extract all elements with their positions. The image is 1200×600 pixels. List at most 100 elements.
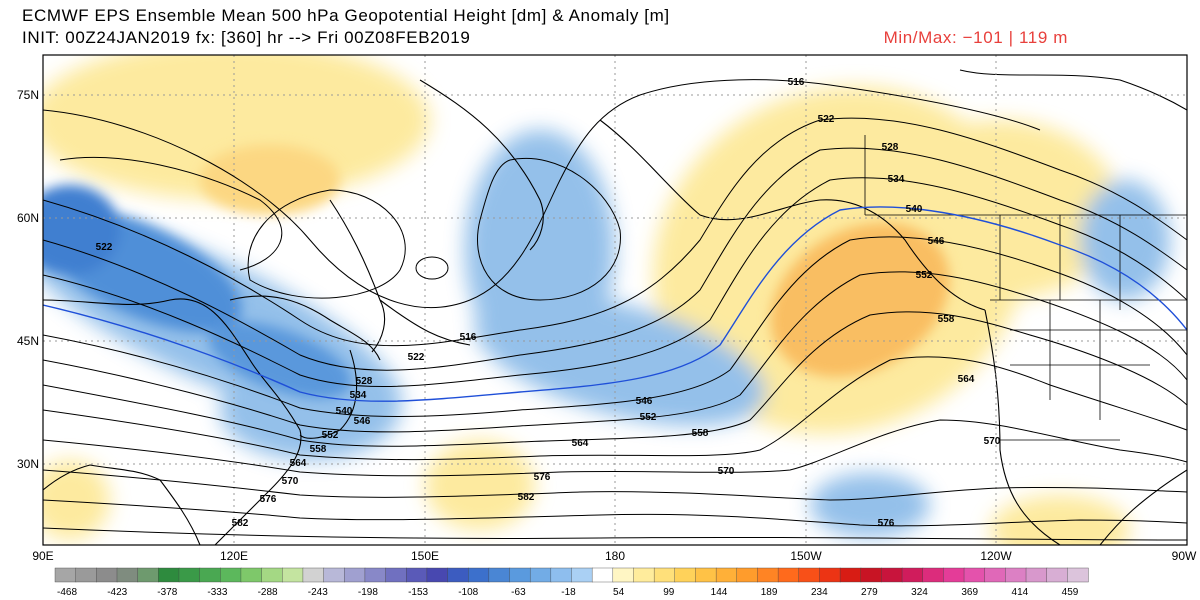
contour-label: 564 (958, 374, 975, 385)
lat-label: 30N (17, 457, 39, 471)
colorbar-tick-label: 234 (811, 587, 828, 598)
colorbar-swatch (96, 567, 118, 583)
contour-label: 576 (260, 494, 277, 505)
colorbar-swatch (178, 567, 201, 583)
colorbar-swatch (364, 567, 387, 583)
lon-label: 120E (220, 549, 248, 563)
positive-anomaly-core (770, 222, 950, 378)
colorbar-swatch (137, 567, 159, 583)
colorbar-swatch (860, 567, 882, 583)
colorbar-swatch (220, 567, 242, 583)
colorbar-swatch (261, 567, 283, 583)
colorbar-swatch (571, 567, 593, 583)
map-panel: 5165165225225225285285345345405405465465… (43, 55, 1187, 545)
colorbar-swatch (323, 567, 345, 583)
contour-label: 528 (356, 376, 373, 387)
minmax-label: Min/Max: −101 | 119 m (883, 28, 1068, 47)
colorbar-swatch (984, 567, 1006, 583)
colorbar-tick-label: -153 (408, 587, 428, 598)
colorbar-swatch (488, 567, 511, 583)
contour-label: 546 (636, 396, 653, 407)
contour-label: 522 (818, 114, 835, 125)
lon-axis: 90E 120E 150E 180 150W 120W 90W (32, 549, 1197, 563)
contour-label: 552 (640, 412, 657, 423)
colorbar-swatch (344, 567, 366, 583)
init-forecast-line: INIT: 00Z24JAN2019 fx: [360] hr --> Fri … (22, 28, 471, 47)
colorbar-tick-label: 99 (663, 587, 675, 598)
contour-label: 582 (232, 518, 249, 529)
colorbar-tick-label: 459 (1062, 587, 1079, 598)
lat-label: 45N (17, 334, 39, 348)
colorbar-tick-label: 144 (711, 587, 728, 598)
colorbar-swatch (426, 567, 449, 583)
contour-label: 552 (322, 430, 339, 441)
latlon-grid (43, 55, 1187, 545)
colorbar-swatch (922, 567, 944, 583)
lon-label: 90W (1172, 549, 1197, 563)
colorbar-tick-label: -423 (107, 587, 127, 598)
contour-label: 558 (310, 444, 327, 455)
colorbar-swatch (199, 567, 221, 583)
contour-label: 534 (888, 174, 905, 185)
colorbar-swatch (612, 567, 635, 583)
contour-label: 546 (354, 416, 371, 427)
positive-anomaly-region (43, 55, 430, 200)
colorbar-swatch (158, 567, 180, 583)
colorbar-swatch (757, 567, 779, 583)
colorbar-swatch (715, 567, 738, 583)
colorbar-swatch (282, 567, 304, 583)
colorbar-swatch (468, 567, 490, 583)
colorbar-tick-label: -198 (358, 587, 378, 598)
colorbar-tick-label: 54 (613, 587, 625, 598)
colorbar-tick-label: -333 (207, 587, 227, 598)
map-frame (42, 54, 1188, 546)
colorbar-swatch (1005, 567, 1027, 583)
colorbar-swatch (653, 567, 676, 583)
colorbar (54, 567, 1089, 583)
colorbar-swatch (302, 567, 325, 583)
colorbar-swatch (240, 567, 263, 583)
lon-label: 150W (790, 549, 822, 563)
contour-label: 522 (96, 242, 113, 253)
colorbar-swatch (943, 567, 965, 583)
colorbar-tick-label: -288 (258, 587, 278, 598)
colorbar-swatch (75, 567, 97, 583)
contour-label: 570 (718, 466, 735, 477)
colorbar-tick-label: -468 (57, 587, 77, 598)
contour-label: 540 (336, 406, 353, 417)
colorbar-tick-label: 324 (911, 587, 928, 598)
colorbar-swatch (529, 567, 552, 583)
lon-label: 120W (980, 549, 1012, 563)
negative-anomaly-core (43, 185, 120, 275)
contour-label: 522 (408, 352, 425, 363)
colorbar-swatch (839, 567, 862, 583)
contour-label: 576 (878, 518, 895, 529)
colorbar-ticks: -468 -423 -378 -333 -288 -243 -198 -153 -108 -63 -… (57, 587, 1079, 598)
lat-label: 60N (17, 211, 39, 225)
positive-anomaly-region (990, 495, 1130, 545)
colorbar-swatch (798, 567, 821, 583)
height-contours (43, 79, 1187, 541)
colorbar-tick-label: 369 (961, 587, 978, 598)
lat-label: 75N (17, 88, 39, 102)
positive-anomaly-core (200, 145, 340, 215)
colorbar-swatch (1025, 567, 1048, 583)
colorbar-swatch (447, 567, 469, 583)
contour-label: 540 (906, 204, 923, 215)
colorbar-swatch (116, 567, 139, 583)
lon-label: 90E (32, 549, 53, 563)
contour-label: 582 (518, 492, 535, 503)
colorbar-tick-label: -63 (511, 587, 526, 598)
colorbar-tick-label: -108 (458, 587, 478, 598)
coastlines (43, 69, 1187, 545)
colorbar-swatch (736, 567, 759, 583)
colorbar-swatch (54, 567, 77, 583)
colorbar-swatch (633, 567, 655, 583)
colorbar-tick-label: 189 (761, 587, 778, 598)
contour-label: 528 (882, 142, 899, 153)
positive-anomaly-region (425, 440, 535, 530)
map-title: ECMWF EPS Ensemble Mean 500 hPa Geopoten… (22, 6, 670, 25)
contour-label: 534 (350, 390, 367, 401)
colorbar-swatch (509, 567, 531, 583)
